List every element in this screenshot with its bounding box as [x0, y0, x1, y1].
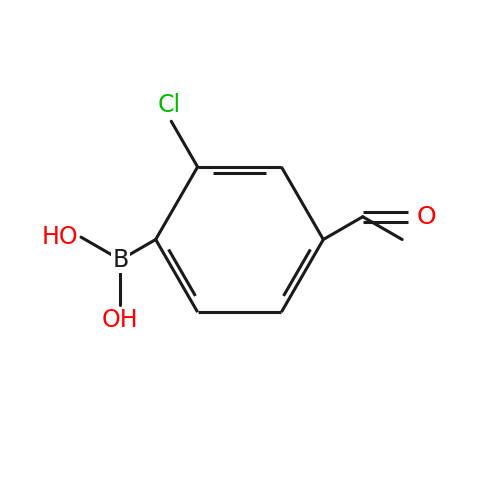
Text: OH: OH	[102, 308, 139, 332]
Text: Cl: Cl	[157, 93, 181, 117]
Text: HO: HO	[42, 225, 79, 249]
Text: B: B	[112, 248, 128, 272]
Text: O: O	[417, 205, 436, 229]
